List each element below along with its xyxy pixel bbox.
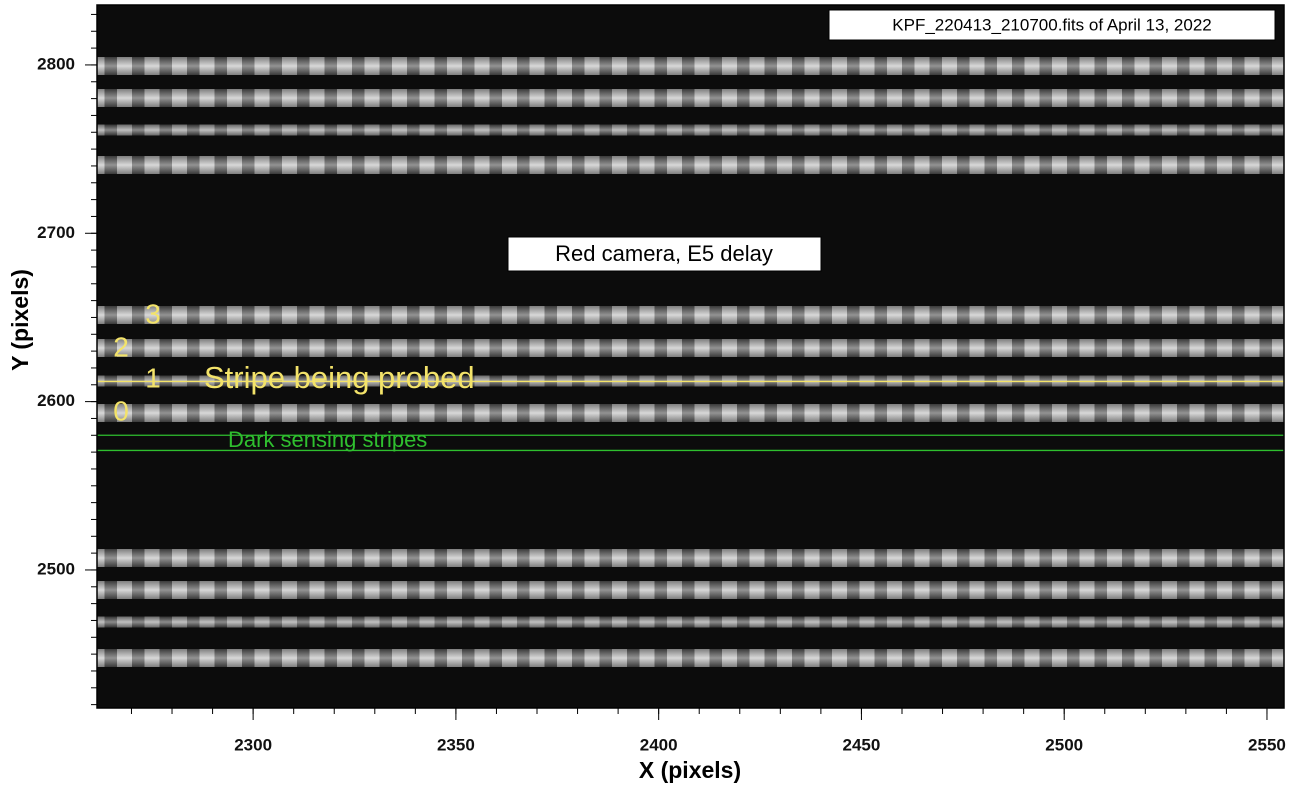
stripe-shade — [97, 125, 1284, 136]
x-tick-label: 2550 — [1248, 735, 1286, 754]
stripe-shade — [97, 89, 1284, 107]
stripe-shade — [97, 339, 1284, 357]
y-tick-label: 2700 — [37, 223, 75, 242]
x-axis-title: X (pixels) — [639, 757, 741, 783]
chart-title: KPF_220413_210700.fits of April 13, 2022 — [892, 15, 1211, 34]
x-tick-label: 2450 — [843, 735, 881, 754]
annotation: Dark sensing stripes — [228, 427, 427, 452]
stripe-shade — [97, 306, 1284, 324]
y-tick-label: 2600 — [37, 391, 75, 410]
stripe-shade — [97, 156, 1284, 174]
subtitle: Red camera, E5 delay — [555, 241, 773, 266]
annotation: 0 — [113, 395, 129, 426]
y-tick-label: 2800 — [37, 54, 75, 73]
annotation: Stripe being probed — [204, 360, 475, 395]
stripe-shade — [97, 404, 1284, 422]
chart: KPF_220413_210700.fits of April 13, 2022… — [0, 0, 1296, 790]
stripe-shade — [97, 549, 1284, 567]
y-tick-label: 2500 — [37, 559, 75, 578]
stripe-shade — [97, 57, 1284, 75]
stripe-shade — [97, 649, 1284, 667]
y-axis-title: Y (pixels) — [7, 269, 33, 371]
x-tick-label: 2400 — [640, 735, 678, 754]
annotation: 2 — [113, 331, 129, 362]
stripe-shade — [97, 581, 1284, 599]
stripe-shade — [97, 617, 1284, 628]
x-tick-label: 2350 — [437, 735, 475, 754]
annotation: 1 — [145, 362, 161, 393]
x-tick-label: 2300 — [234, 735, 272, 754]
x-tick-label: 2500 — [1045, 735, 1083, 754]
annotation: 3 — [145, 298, 161, 329]
